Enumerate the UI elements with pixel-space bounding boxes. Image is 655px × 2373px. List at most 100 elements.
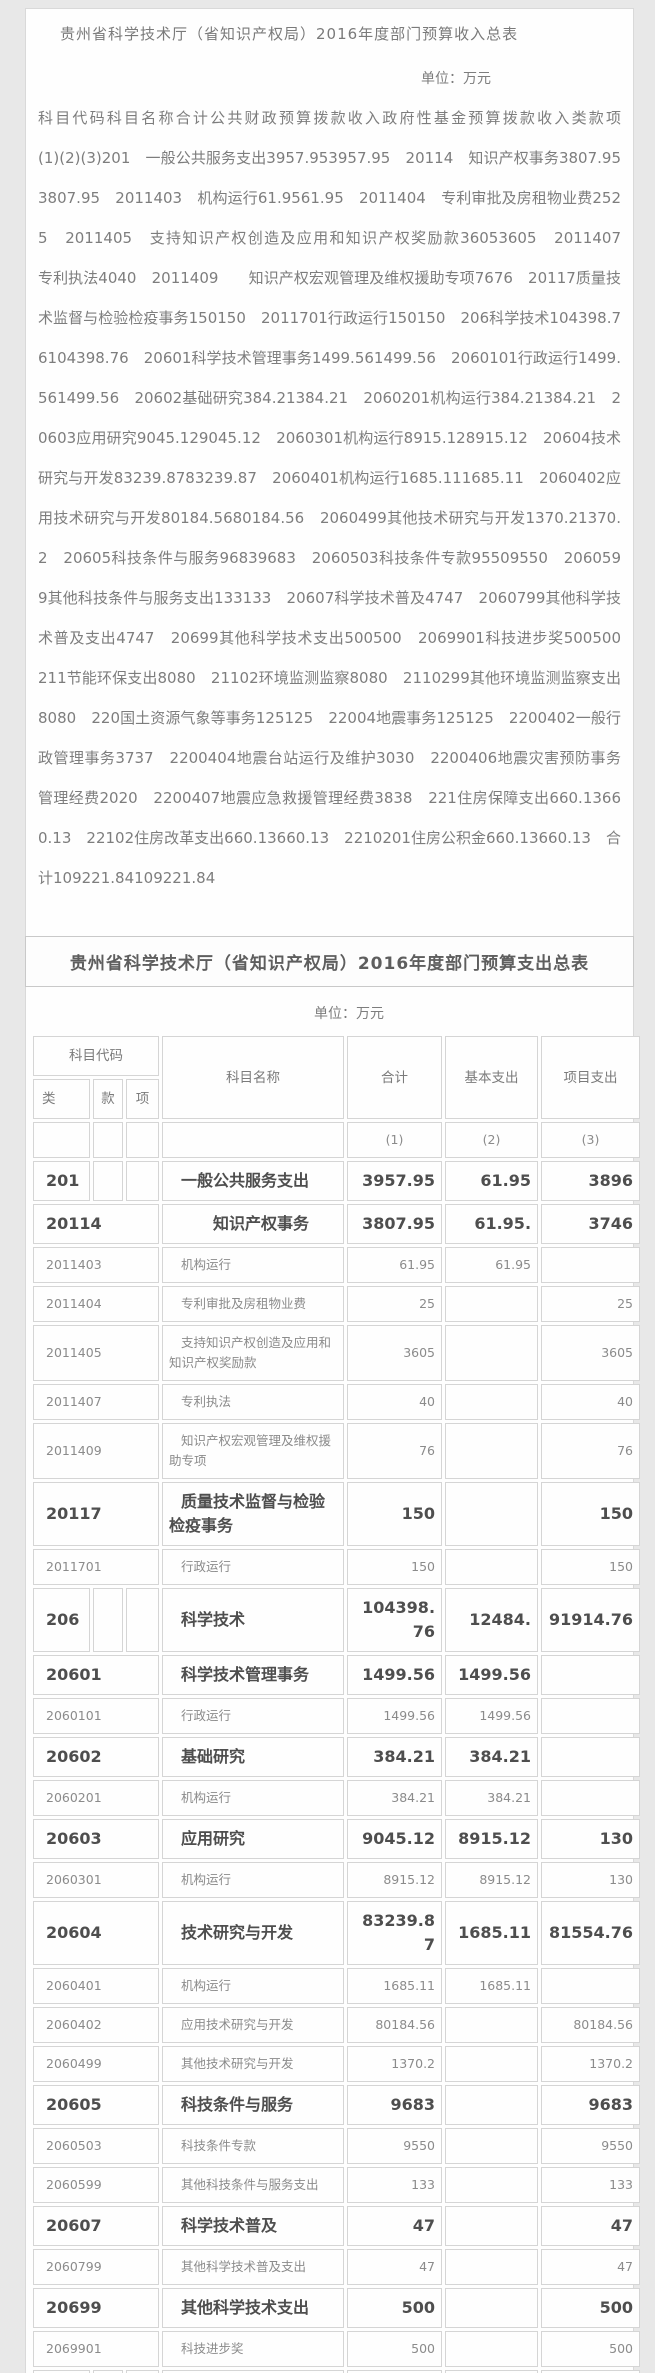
basic-cell <box>445 1549 539 1585</box>
basic-cell <box>445 2288 539 2328</box>
expense-unit-label: 单位：万元 <box>314 1006 384 1022</box>
project-cell: 80184.56 <box>541 2007 641 2043</box>
name-cell: 行政运行 <box>162 1549 345 1585</box>
total-cell: 76 <box>347 1423 443 1479</box>
total-cell: 47 <box>347 2249 443 2285</box>
index-row: (1) (2) (3) <box>33 1122 641 1158</box>
income-table-text: 科目代码科目名称合计公共财政预算拨款收入政府性基金预算拨款收入类款项 (1)(2… <box>38 109 655 887</box>
name-cell: 科技条件与服务 <box>162 2085 345 2125</box>
total-cell: 3957.95 <box>347 1161 443 1201</box>
basic-cell: 61.95. <box>445 1204 539 1244</box>
code-cell: 2011409 <box>33 1423 160 1479</box>
basic-cell <box>445 2128 539 2164</box>
name-cell: 质量技术监督与检验检疫事务 <box>162 1482 345 1546</box>
income-unit-label: 单位：万元 <box>421 71 491 87</box>
project-cell <box>541 1968 641 2004</box>
table-row: 2060201 机构运行 384.21 384.21 <box>33 1780 641 1816</box>
header-code-class: 类 <box>33 1079 90 1119</box>
name-cell: 节能环保支出 <box>162 2370 345 2373</box>
total-cell: 83239.87 <box>347 1901 443 1965</box>
table-row: 2011403 机构运行 61.95 61.95 <box>33 1247 641 1283</box>
project-cell: 47 <box>541 2249 641 2285</box>
table-row: 2011409 知识产权宏观管理及维权援助专项 76 76 <box>33 1423 641 1479</box>
code-cell: 20605 <box>33 2085 160 2125</box>
name-cell: 专利执法 <box>162 1384 345 1420</box>
table-row: 20114 知识产权事务 3807.95 61.95. 3746 <box>33 1204 641 1244</box>
total-cell: 384.21 <box>347 1737 443 1777</box>
total-cell: 3605 <box>347 1325 443 1381</box>
header-row-2: 类 款 项 <box>33 1079 640 1119</box>
project-cell <box>541 1247 641 1283</box>
project-cell: 81554.76 <box>541 1901 641 1965</box>
code-cell: 20114 <box>33 1204 160 1244</box>
total-cell: 3807.95 <box>347 1204 443 1244</box>
code-cell: 2060799 <box>33 2249 160 2285</box>
project-cell: 150 <box>541 1549 641 1585</box>
name-cell: 应用技术研究与开发 <box>162 2007 345 2043</box>
header-code-group: 科目代码 <box>33 1036 160 1076</box>
project-cell: 130 <box>541 1862 641 1898</box>
total-cell: 1499.56 <box>347 1655 443 1695</box>
document-panel: 贵州省科学技术厅（省知识产权局）2016年度部门预算收入总表 单位：万元 科目代… <box>25 8 655 2373</box>
index-total-cell: (1) <box>347 1122 443 1158</box>
name-cell: 机构运行 <box>162 1247 345 1283</box>
code-cell: 2069901 <box>33 2331 160 2367</box>
name-cell: 技术研究与开发 <box>162 1901 345 1965</box>
basic-cell <box>445 1286 539 1322</box>
table-row: 206 科学技术 104398.76 12484. 91914.76 <box>33 1588 641 1652</box>
name-cell: 科学技术管理事务 <box>162 1655 345 1695</box>
project-cell: 3896 <box>541 1161 641 1201</box>
name-cell: 机构运行 <box>162 1862 345 1898</box>
total-cell: 80184.56 <box>347 2007 443 2043</box>
code-cell: 20604 <box>33 1901 160 1965</box>
project-cell: 9550 <box>541 2128 641 2164</box>
total-cell: 61.95 <box>347 1247 443 1283</box>
project-cell: 3605 <box>541 1325 641 1381</box>
total-cell: 1685.11 <box>347 1968 443 2004</box>
code-cell: 2011404 <box>33 1286 160 1322</box>
expense-table: 科目代码 科目名称 合计 基本支出 项目支出 类 款 项 <box>30 1033 643 2373</box>
project-cell: 500 <box>541 2288 641 2328</box>
basic-cell: 61.95 <box>445 1161 539 1201</box>
total-cell: 9045.12 <box>347 1819 443 1859</box>
index-empty-cell <box>162 1122 345 1158</box>
table-row: 2011701 行政运行 150 150 <box>33 1549 641 1585</box>
project-cell: 9683 <box>541 2085 641 2125</box>
table-row: 2011405 支持知识产权创造及应用和知识产权奖励款 3605 3605 <box>33 1325 641 1381</box>
index-empty-cell <box>93 1122 123 1158</box>
name-cell: 一般公共服务支出 <box>162 1161 345 1201</box>
project-cell: 25 <box>541 1286 641 1322</box>
code-item-cell <box>126 1161 160 1201</box>
name-cell: 机构运行 <box>162 1780 345 1816</box>
header-project-expense: 项目支出 <box>541 1036 641 1119</box>
name-cell: 基础研究 <box>162 1737 345 1777</box>
project-cell <box>541 1698 641 1734</box>
name-cell: 支持知识产权创造及应用和知识产权奖励款 <box>162 1325 345 1381</box>
table-row: 20602 基础研究 384.21 384.21 <box>33 1737 641 1777</box>
code-cell: 2060402 <box>33 2007 160 2043</box>
code-cell: 2060599 <box>33 2167 160 2203</box>
code-cell: 2011403 <box>33 1247 160 1283</box>
project-cell: 80 <box>541 2370 641 2373</box>
basic-cell: 12484. <box>445 1588 539 1652</box>
name-cell: 其他技术研究与开发 <box>162 2046 345 2082</box>
basic-cell: 384.21 <box>445 1737 539 1777</box>
index-empty-cell <box>33 1122 90 1158</box>
table-row: 201 一般公共服务支出 3957.95 61.95 3896 <box>33 1161 641 1201</box>
table-row: 2060503 科技条件专款 9550 9550 <box>33 2128 641 2164</box>
table-row: 2060499 其他技术研究与开发 1370.2 1370.2 <box>33 2046 641 2082</box>
code-cell: 20117 <box>33 1482 160 1546</box>
code-cell: 20603 <box>33 1819 160 1859</box>
total-cell: 25 <box>347 1286 443 1322</box>
project-cell: 1370.2 <box>541 2046 641 2082</box>
table-row: 2060101 行政运行 1499.56 1499.56 <box>33 1698 641 1734</box>
name-cell: 机构运行 <box>162 1968 345 2004</box>
project-cell: 133 <box>541 2167 641 2203</box>
project-cell <box>541 1655 641 1695</box>
basic-cell: 1499.56 <box>445 1655 539 1695</box>
name-cell: 专利审批及房租物业费 <box>162 1286 345 1322</box>
table-row: 211节能环保支出8080 <box>33 2370 641 2373</box>
name-cell: 应用研究 <box>162 1819 345 1859</box>
basic-cell <box>445 2206 539 2246</box>
project-cell: 150 <box>541 1482 641 1546</box>
